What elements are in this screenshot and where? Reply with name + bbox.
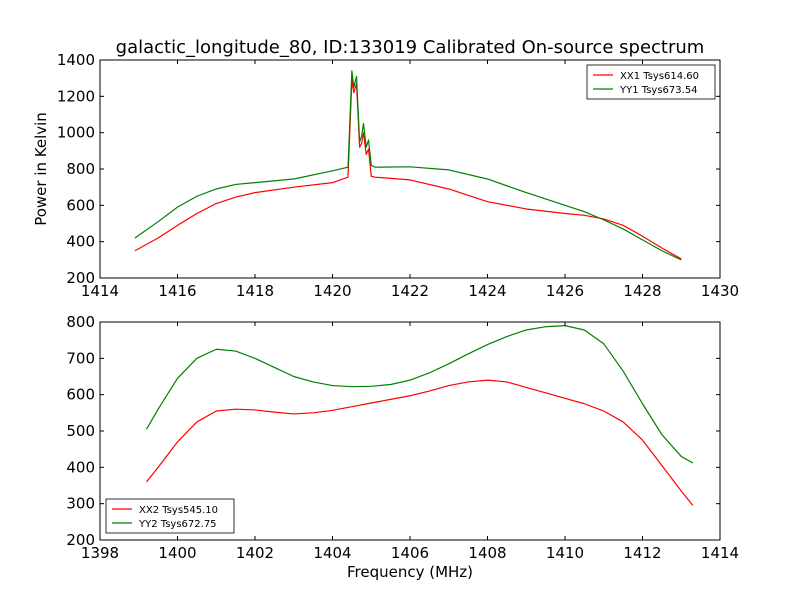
y-tick-label: 800 <box>66 160 95 178</box>
legend-entry: YY2 Tsys672.75 <box>138 519 217 530</box>
series-line-2-2 <box>145 325 694 464</box>
x-tick-label: 1424 <box>468 282 506 300</box>
x-tick-label: 1410 <box>546 544 584 562</box>
legend-entry: YY1 Tsys673.54 <box>619 85 698 96</box>
legend-box <box>105 498 235 534</box>
series-line-1-2 <box>134 70 682 261</box>
x-tick-label: 1420 <box>313 282 351 300</box>
x-tick-label: 1414 <box>81 282 119 300</box>
x-tick-label: 1408 <box>468 544 506 562</box>
x-tick-label: 1426 <box>546 282 584 300</box>
x-tick-label: 1416 <box>158 282 196 300</box>
y-tick-label: 400 <box>66 458 95 476</box>
y-tick-label: 400 <box>66 233 95 251</box>
y-tick-label: 600 <box>66 386 95 404</box>
y-tick-label: 600 <box>66 196 95 214</box>
x-tick-label: 1398 <box>81 544 119 562</box>
y-tick-label: 700 <box>66 349 95 367</box>
x-axis-label: Frequency (MHz) <box>347 563 473 581</box>
chart-title: galactic_longitude_80, ID:133019 Calibra… <box>116 37 705 58</box>
legend: XX2 Tsys545.10 YY2 Tsys672.75 <box>105 498 235 534</box>
legend: XX1 Tsys614.60 YY1 Tsys673.54 <box>586 64 716 100</box>
x-tick-label: 1414 <box>701 544 739 562</box>
series-line-1-1 <box>134 79 682 260</box>
y-tick-label: 800 <box>66 313 95 331</box>
x-tick-label: 1422 <box>391 282 429 300</box>
legend-entry: XX2 Tsys545.10 <box>139 505 218 516</box>
x-tick-label: 1404 <box>313 544 351 562</box>
x-tick-label: 1406 <box>391 544 429 562</box>
subplot-1: 1414 1416 1418 1420 1422 1424 1426 1428 1430 200 4… <box>32 51 739 300</box>
y-tick-label: 1200 <box>57 87 95 105</box>
series-line-2-1 <box>146 379 694 506</box>
plots-layer: 1414 1416 1418 1420 1422 1424 1426 1428 1430 200 4… <box>32 51 739 581</box>
x-tick-label: 1400 <box>158 544 196 562</box>
x-tick-label: 1402 <box>236 544 274 562</box>
y-tick-label: 1400 <box>57 51 95 69</box>
x-tick-label: 1418 <box>236 282 274 300</box>
legend-box <box>586 64 716 100</box>
legend-entry: XX1 Tsys614.60 <box>620 71 699 82</box>
x-tick-label: 1412 <box>623 544 661 562</box>
subplot-2: 1398 1400 1402 1404 1406 1408 1410 1412 1414 200 3… <box>66 313 739 581</box>
y-axis-label: Power in Kelvin <box>32 112 50 226</box>
x-tick-label: 1430 <box>701 282 739 300</box>
y-tick-label: 200 <box>66 531 95 549</box>
y-tick-label: 1000 <box>57 124 95 142</box>
y-tick-label: 200 <box>66 269 95 287</box>
x-tick-label: 1428 <box>623 282 661 300</box>
y-tick-label: 300 <box>66 495 95 513</box>
y-tick-label: 500 <box>66 422 95 440</box>
